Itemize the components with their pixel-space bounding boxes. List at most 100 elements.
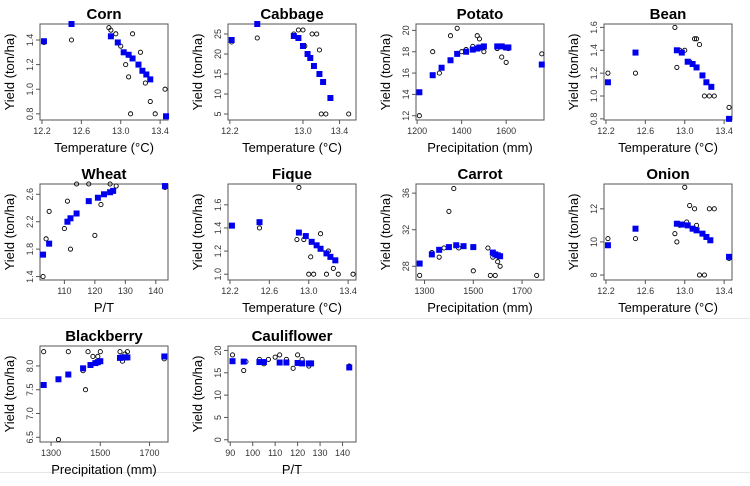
fitted-point	[97, 358, 104, 365]
fitted-point	[139, 67, 146, 74]
chart-title: Fique	[272, 166, 312, 183]
observed-point	[441, 245, 447, 251]
x-tick-label: 1600	[496, 126, 516, 136]
fitted-point	[107, 33, 114, 40]
fitted-point	[699, 72, 706, 79]
observed-point	[447, 33, 454, 39]
y-tick-label: 8.0	[25, 360, 35, 373]
y-tick-label: 10	[213, 89, 223, 99]
x-tick-label: 120	[290, 448, 305, 458]
observed-point	[696, 272, 703, 278]
fitted-point	[55, 376, 62, 383]
fitted-point	[416, 89, 423, 96]
observed-point	[309, 31, 315, 37]
chart-panel-wheat: Wheat 110 120 130 140 1.4 1.8 2.2 2.6 P/T Yield (t…	[0, 160, 186, 320]
observed-point	[687, 202, 693, 209]
y-tick-label: 1.4	[213, 222, 223, 235]
observed-point	[430, 49, 436, 55]
y-tick-label: 20	[213, 49, 223, 59]
fitted-point	[308, 360, 315, 367]
fitted-point	[143, 71, 150, 78]
fitted-point	[346, 364, 353, 371]
y-tick-label: 15	[213, 368, 223, 378]
observed-point	[98, 202, 104, 208]
y-tick-label: 0	[213, 437, 223, 442]
fitted-point	[726, 253, 733, 260]
observed-point	[124, 349, 130, 355]
fitted-point	[453, 242, 460, 249]
fitted-point	[454, 50, 461, 57]
fitted-point	[40, 381, 47, 388]
plot-frame	[39, 345, 169, 443]
x-tick-label: 1700	[512, 286, 532, 296]
y-axis-label: Yield (ton/ha)	[2, 34, 17, 111]
data-points	[604, 184, 733, 278]
x-axis-label: Precipitation (mm)	[427, 300, 532, 315]
plot-frame	[227, 345, 357, 443]
chart-svg: Wheat 110 120 130 140 1.4 1.8 2.2 2.6 P/T Yield (t…	[2, 166, 169, 315]
data-points	[40, 21, 170, 120]
observed-point	[605, 70, 611, 76]
chart-svg: Bean 12.2 12.6 13.0 13.4 0.8 1.0 1.2 1.4 1.6 Tempe…	[566, 6, 733, 155]
chart-title: Carrot	[457, 166, 502, 183]
y-tick-label: 1.2	[25, 58, 35, 71]
observed-point	[632, 236, 639, 242]
y-tick-label: 10	[589, 237, 599, 247]
observed-point	[64, 198, 70, 204]
x-tick-label: 12.2	[597, 286, 615, 296]
fitted-point	[124, 354, 131, 361]
fitted-point	[693, 64, 700, 71]
x-axis-label: Temperature (°C)	[242, 140, 342, 155]
fitted-point	[46, 240, 53, 247]
observed-point	[95, 353, 101, 360]
fitted-point	[94, 194, 101, 201]
observed-point	[295, 352, 301, 358]
observed-point	[65, 349, 71, 355]
fitted-point	[114, 39, 121, 46]
fitted-point	[632, 49, 639, 56]
data-points	[228, 184, 356, 277]
x-tick-label: 13.4	[715, 126, 733, 136]
y-axis-label: Yield (ton/ha)	[2, 194, 17, 271]
observed-point	[454, 25, 460, 31]
x-tick-label: 13.0	[294, 126, 312, 136]
chart-panel-cauliflower: Cauliflower 90 100 110 120 130 140 0 5 10 15 20 P/T Y…	[188, 322, 374, 482]
fitted-point	[327, 95, 334, 101]
observed-point	[67, 246, 74, 252]
y-tick-label: 20	[401, 25, 411, 35]
x-axis-label: Temperature (°C)	[618, 140, 718, 155]
y-tick-label: 18	[401, 47, 411, 57]
observed-point	[314, 31, 320, 37]
plot-frame	[227, 23, 357, 121]
x-axis-label: Precipitation (mm)	[51, 462, 156, 477]
observed-point	[674, 64, 680, 70]
fitted-point	[73, 210, 80, 217]
y-axis-label: Yield (ton/ha)	[190, 356, 205, 433]
observed-point	[113, 183, 119, 189]
y-tick-label: 5	[213, 111, 223, 116]
observed-point	[137, 49, 143, 55]
chart-panel-carrot: Carrot 1300 1500 1700 28 32 36 Precipitation (m…	[376, 160, 562, 320]
fitted-point	[304, 51, 311, 57]
y-tick-label: 2.6	[25, 188, 35, 201]
chart-panel-potato: Potato 1200 1400 1600 12 14 16 18 20 Precipitatio…	[376, 0, 562, 160]
x-tick-label: 13.4	[715, 286, 733, 296]
fitted-point	[308, 238, 315, 245]
observed-point	[692, 36, 698, 42]
observed-point	[300, 27, 306, 33]
fitted-point	[684, 58, 691, 65]
x-tick-label: 1700	[140, 448, 160, 458]
observed-point	[692, 206, 698, 212]
fitted-point	[604, 242, 611, 249]
y-tick-label: 1.0	[213, 268, 223, 281]
x-axis-label: Precipitation (mm)	[427, 140, 532, 155]
y-tick-label: 15	[213, 69, 223, 79]
observed-point	[106, 25, 112, 31]
observed-point	[74, 181, 80, 187]
chart-svg: Cabbage 12.2 13.0 13.4 5 10 15 20 25 Temperature …	[190, 6, 357, 155]
x-tick-label: 140	[335, 448, 350, 458]
fitted-point	[110, 187, 117, 194]
fitted-point	[80, 365, 87, 372]
observed-point	[476, 36, 482, 42]
x-axis-label: Temperature (°C)	[618, 300, 718, 315]
